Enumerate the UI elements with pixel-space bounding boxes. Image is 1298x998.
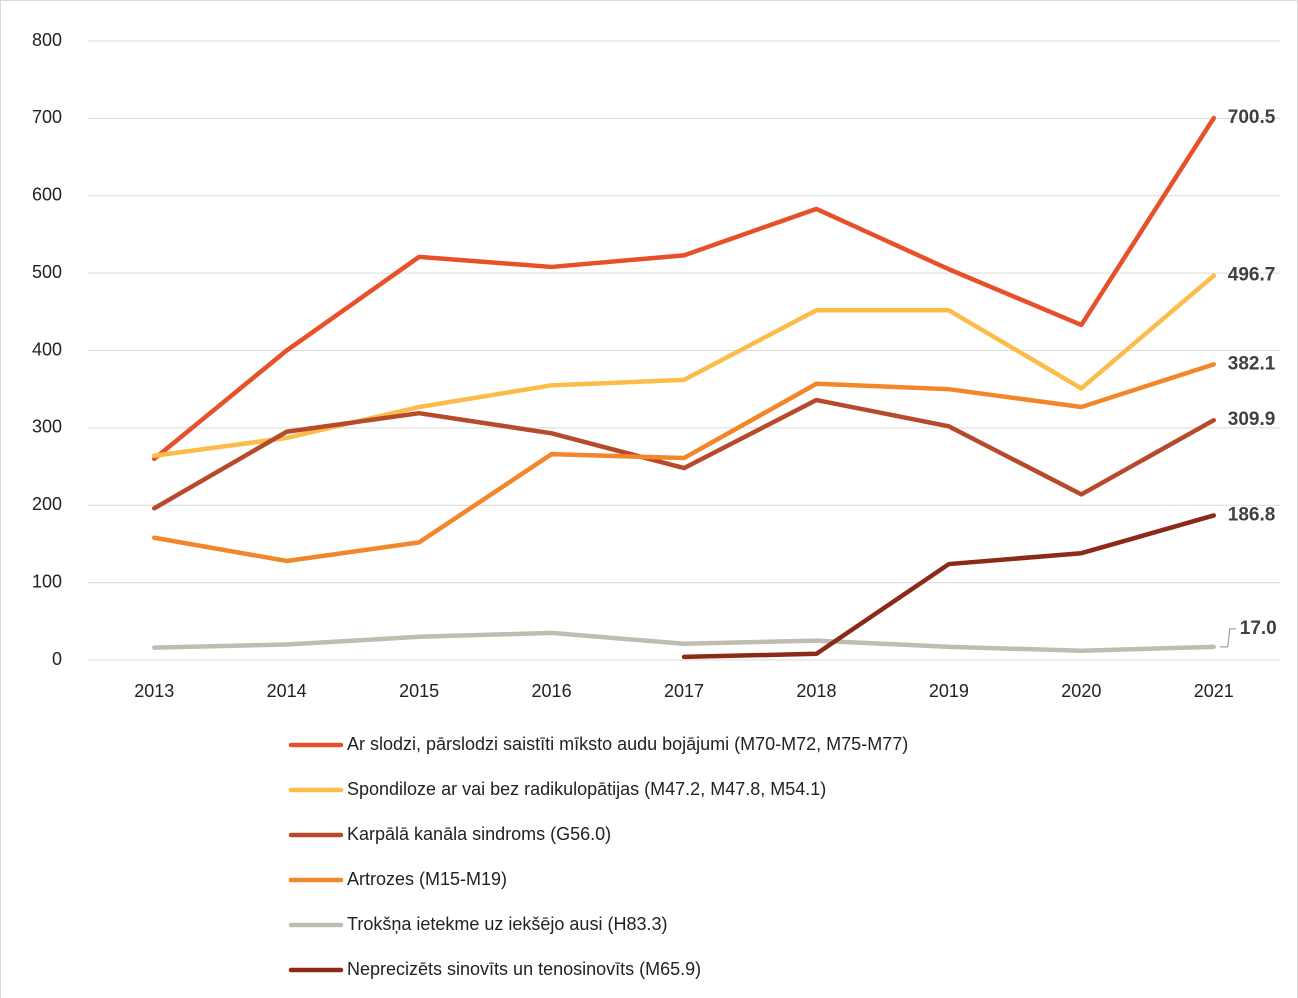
y-tick-label: 100 [32,571,62,591]
legend-label: Ar slodzi, pārslodzi saistīti mīksto aud… [347,734,908,754]
series-line [151,397,1217,511]
legend-label: Artrozes (M15-M19) [347,869,507,889]
legend-label: Spondiloze ar vai bez radikulopātijas (M… [347,779,826,799]
data-label: 382.1 [1228,353,1276,374]
series-line [151,115,1217,462]
x-tick-label: 2017 [664,681,704,701]
series-line [151,630,1217,653]
y-tick-label: 200 [32,494,62,514]
y-tick-label: 500 [32,262,62,282]
leader-line [1219,628,1236,648]
series-line [681,513,1217,660]
data-label: 17.0 [1240,618,1277,639]
y-tick-label: 800 [32,30,62,50]
x-tick-label: 2014 [267,681,307,701]
y-tick-label: 400 [32,339,62,359]
y-tick-label: 300 [32,417,62,437]
x-tick-label: 2013 [134,681,174,701]
legend-label: Trokšņa ietekme uz iekšējo ausi (H83.3) [347,914,667,934]
data-label: 186.8 [1228,504,1276,525]
data-label: 309.9 [1228,409,1276,430]
x-tick-label: 2021 [1194,681,1234,701]
legend-label: Karpālā kanāla sindroms (G56.0) [347,824,611,844]
y-tick-label: 700 [32,107,62,127]
y-tick-label: 600 [32,185,62,205]
x-tick-label: 2018 [796,681,836,701]
data-label: 700.5 [1228,107,1276,128]
x-tick-label: 2015 [399,681,439,701]
x-tick-label: 2019 [929,681,969,701]
x-tick-label: 2016 [532,681,572,701]
series-line [151,362,1217,564]
legend-label: Neprecizēts sinovīts un tenosinovīts (M6… [347,959,701,979]
y-tick-label: 0 [52,649,62,669]
x-tick-label: 2020 [1061,681,1101,701]
data-label: 496.7 [1228,265,1276,286]
